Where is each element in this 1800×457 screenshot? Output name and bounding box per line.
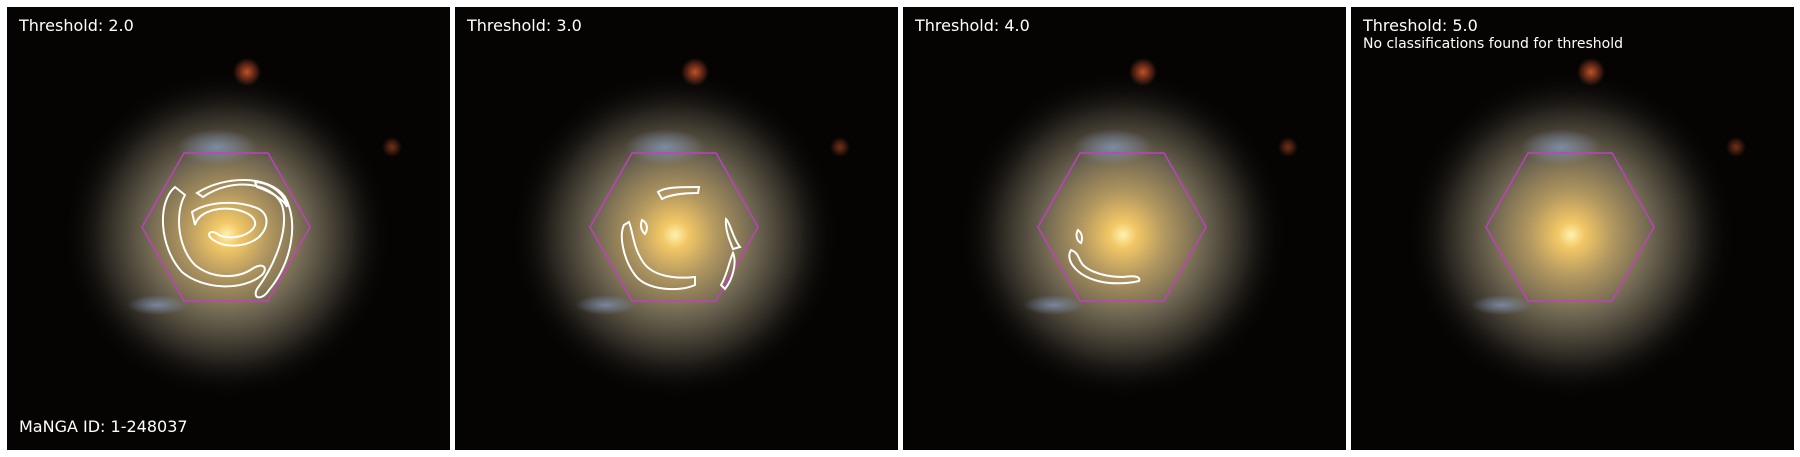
panel-threshold-3: Threshold: 3.0 xyxy=(455,7,898,450)
ifu-hexagon xyxy=(1037,152,1207,302)
panel-title: Threshold: 4.0 xyxy=(915,16,1030,35)
galaxy-glow xyxy=(62,70,392,400)
panel-threshold-4: Threshold: 4.0 xyxy=(903,7,1346,450)
ifu-hexagon xyxy=(589,152,759,302)
ifu-hexagon xyxy=(1485,152,1655,302)
galaxy-glow xyxy=(958,70,1288,400)
galaxy-image xyxy=(7,7,450,450)
foreground-star xyxy=(1129,58,1157,86)
panel-title: Threshold: 5.0 xyxy=(1363,16,1478,35)
foreground-star xyxy=(681,58,709,86)
contour-lines xyxy=(161,178,294,299)
galaxy-image xyxy=(903,7,1346,450)
contour-lines xyxy=(1068,228,1141,285)
panel-threshold-2: Threshold: 2.0 MaNGA ID: 1-248037 xyxy=(7,7,450,450)
ifu-hexagon xyxy=(141,152,311,302)
manga-id-label: MaNGA ID: 1-248037 xyxy=(19,417,188,436)
contour-lines xyxy=(620,185,742,291)
foreground-star xyxy=(1577,58,1605,86)
galaxy-image xyxy=(455,7,898,450)
panel-title: Threshold: 3.0 xyxy=(467,16,582,35)
galaxy-glow xyxy=(510,70,840,400)
panel-note: No classifications found for threshold xyxy=(1363,36,1623,52)
foreground-star xyxy=(233,58,261,86)
galaxy-glow xyxy=(1406,70,1736,400)
panel-threshold-5: Threshold: 5.0 No classifications found … xyxy=(1351,7,1794,450)
galaxy-image xyxy=(1351,7,1794,450)
panel-title: Threshold: 2.0 xyxy=(19,16,134,35)
